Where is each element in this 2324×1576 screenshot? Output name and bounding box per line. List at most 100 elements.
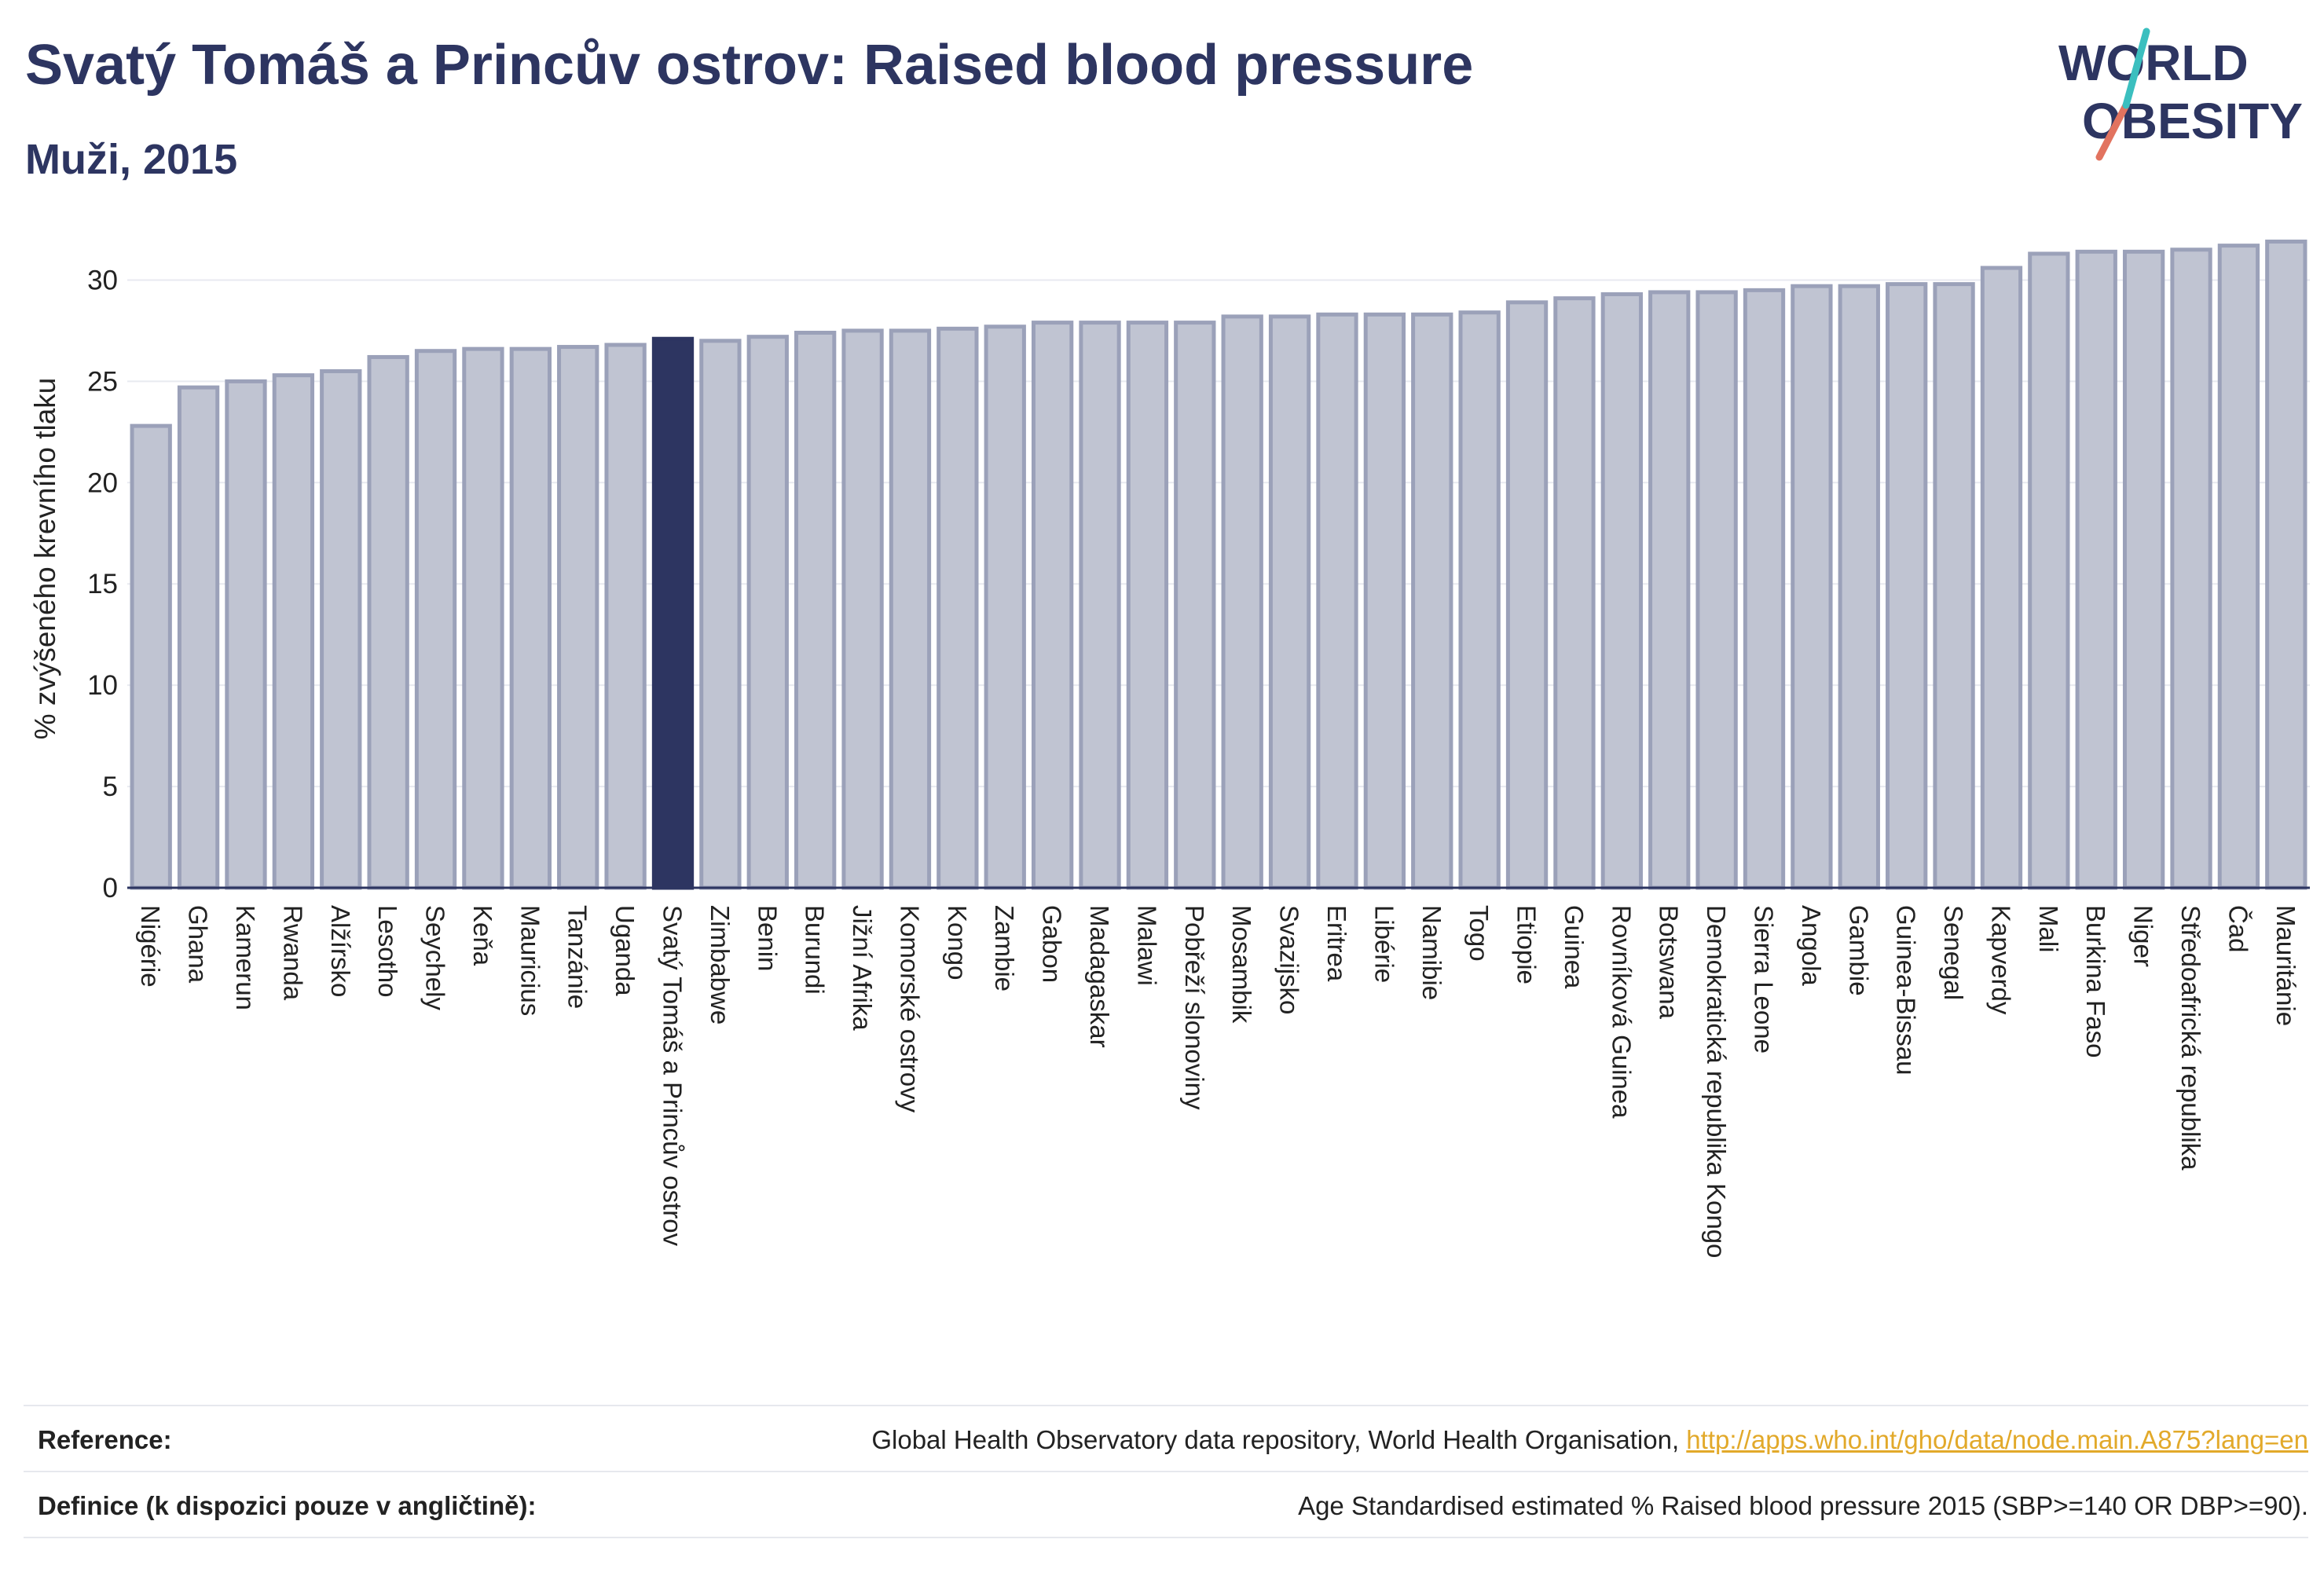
bar[interactable] [1221, 314, 1263, 890]
bar-highlighted[interactable] [651, 336, 695, 890]
bar[interactable] [604, 343, 647, 890]
x-tick-label: Burkina Faso [2081, 905, 2110, 1057]
x-axis-labels: Nigérie Ghana Kamerun Rwanda Alžírsko Lesotho… [136, 905, 2300, 1258]
bar-chart: 0 5 10 15 20 25 30 Nigérie Ghana Kamerun Rwanda Al… [29, 239, 2310, 1258]
bar[interactable] [937, 326, 979, 890]
x-tick-label: Senegal [1939, 905, 1968, 1000]
bar[interactable] [2075, 249, 2117, 890]
bar[interactable] [1695, 290, 1738, 890]
x-tick-label: Burundi [801, 905, 830, 995]
bar[interactable] [2217, 244, 2260, 890]
y-tick-label: 30 [87, 265, 118, 295]
x-tick-label: Ghana [184, 905, 213, 984]
bar[interactable] [699, 339, 742, 890]
bar[interactable] [1980, 266, 2023, 890]
x-tick-label: Nigérie [136, 905, 165, 988]
bar[interactable] [2170, 247, 2212, 890]
x-tick-label: Seychely [421, 905, 450, 1010]
bar[interactable] [1458, 310, 1501, 890]
x-tick-label: Guinea [1560, 905, 1589, 989]
x-tick-label: Malawi [1132, 905, 1161, 986]
chart-subtitle: Muži, 2015 [25, 136, 238, 183]
x-tick-label: Madagaskar [1085, 905, 1114, 1048]
x-tick-label: Tanzánie [563, 905, 592, 1009]
x-tick-label: Mosambik [1227, 905, 1256, 1024]
bar[interactable] [1363, 312, 1406, 890]
x-tick-label: Sierra Leone [1750, 905, 1779, 1054]
x-tick-label: Guinea-Bissau [1892, 905, 1921, 1075]
bar[interactable] [746, 335, 789, 890]
bar[interactable] [841, 328, 884, 890]
reference-link[interactable]: http://apps.who.int/gho/data/node.main.A… [1686, 1425, 2308, 1454]
definition-row: Definice (k dispozici pouze v angličtině… [24, 1471, 2308, 1538]
x-tick-label: Kamerun [231, 905, 260, 1010]
bar[interactable] [462, 346, 504, 890]
bar[interactable] [1174, 321, 1216, 890]
bar[interactable] [2122, 249, 2165, 890]
bar[interactable] [2028, 251, 2070, 890]
bar[interactable] [2265, 239, 2308, 890]
reference-label: Reference: [38, 1425, 172, 1454]
definition-text: Age Standardised estimated % Raised bloo… [1298, 1491, 2308, 1520]
reference-value: Global Health Observatory data repositor… [871, 1425, 2308, 1455]
bar[interactable] [889, 328, 932, 890]
x-tick-label: Angola [1797, 905, 1826, 986]
bar[interactable] [320, 368, 362, 890]
bar[interactable] [1600, 292, 1643, 890]
bar[interactable] [1079, 321, 1121, 890]
y-tick-label: 0 [103, 873, 118, 903]
reference-row: Reference: Global Health Observatory dat… [24, 1405, 2308, 1471]
x-tick-label: Eritrea [1322, 905, 1351, 982]
logo-word-world: WORLD [2058, 35, 2249, 91]
bar[interactable] [1791, 284, 1833, 890]
chart-title: Svatý Tomáš a Princův ostrov: Raised blo… [25, 34, 1474, 97]
bar[interactable] [1743, 288, 1786, 890]
x-tick-label: Zambie [990, 905, 1019, 991]
bar[interactable] [177, 385, 220, 890]
x-tick-label: Středoafrická republika [2176, 905, 2205, 1171]
world-obesity-logo: WORLD OBESITY [2058, 27, 2303, 161]
bar[interactable] [557, 345, 599, 890]
bar[interactable] [272, 373, 315, 890]
bar[interactable] [1553, 296, 1596, 890]
x-tick-label: Libérie [1369, 905, 1398, 983]
bar[interactable] [794, 331, 837, 890]
bar[interactable] [1268, 314, 1311, 890]
y-tick-label: 5 [103, 772, 118, 802]
bar[interactable] [1411, 312, 1453, 890]
bar[interactable] [1316, 312, 1358, 890]
x-tick-label: Svatý Tomáš a Princův ostrov [658, 905, 687, 1247]
bar[interactable] [1886, 282, 1928, 890]
bar[interactable] [1838, 284, 1880, 890]
x-tick-label: Keňa [468, 905, 497, 966]
bar[interactable] [1648, 290, 1691, 890]
bar[interactable] [414, 349, 457, 890]
x-tick-label: Mali [2034, 905, 2063, 953]
x-tick-label: Mauricius [515, 905, 544, 1016]
bar[interactable] [130, 423, 172, 890]
bar[interactable] [1126, 321, 1169, 890]
bar[interactable] [1505, 300, 1549, 890]
y-tick-label: 20 [87, 467, 118, 498]
x-tick-label: Kapverdy [1986, 905, 2015, 1015]
definition-label: Definice (k dispozici pouze v angličtině… [38, 1491, 537, 1520]
x-tick-label: Botswana [1655, 905, 1684, 1020]
bar[interactable] [984, 324, 1026, 890]
x-tick-label: Lesotho [373, 905, 402, 997]
x-tick-label: Komorské ostrovy [895, 905, 924, 1113]
y-axis-label: % zvýšeného krevního tlaku [29, 378, 61, 740]
bars [130, 239, 2308, 890]
y-axis-ticks: 0 5 10 15 20 25 30 [87, 265, 118, 903]
bar[interactable] [225, 379, 267, 890]
x-tick-label: Rovníková Guinea [1607, 905, 1636, 1119]
bar[interactable] [509, 346, 552, 890]
reference-text: Global Health Observatory data repositor… [871, 1425, 1687, 1454]
y-tick-label: 15 [87, 569, 118, 599]
bar[interactable] [1933, 282, 1975, 890]
x-tick-label: Etiopie [1512, 905, 1541, 984]
x-tick-label: Kongo [943, 905, 972, 980]
bar[interactable] [367, 354, 409, 890]
bar[interactable] [1031, 321, 1074, 890]
x-tick-label: Pobřeží slonoviny [1180, 905, 1209, 1110]
y-tick-label: 25 [87, 366, 118, 397]
